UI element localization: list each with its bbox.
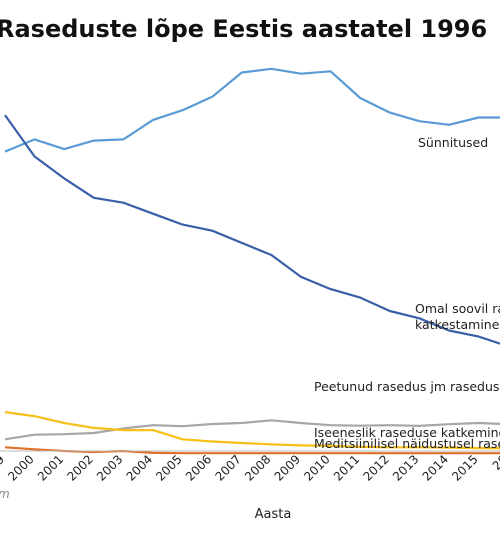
series-line-2: [4, 419, 500, 441]
x-tick-label: 2005: [153, 452, 184, 483]
series-label-3-0: Iseeneslik raseduse katkemine: [314, 425, 500, 440]
x-tick-label: 2011: [331, 452, 362, 483]
series-line-4: [4, 446, 500, 455]
series-label-2-0: Peetunud rasedus jm raseduse ka: [314, 379, 500, 394]
series-label-1-0: Omal soovil ra: [415, 301, 500, 316]
x-tick-label: 2014: [420, 452, 451, 483]
x-tick-label: 2015: [449, 452, 480, 483]
x-axis-ticks: 9200020012002200320042005200620072008200…: [0, 452, 500, 483]
x-tick-label: 2002: [64, 452, 95, 483]
series-label-4-0: Meditsiinilisel näidustusel raseduse: [314, 436, 500, 451]
x-tick-label: 2013: [390, 452, 421, 483]
series-line-0: [4, 67, 500, 153]
x-tick-label: 2009: [272, 452, 303, 483]
x-tick-label: 2000: [5, 452, 36, 483]
series-label-1-1: katkestamine: [415, 317, 500, 332]
x-tick-label: 20: [490, 452, 500, 473]
series-label-0-0: Sünnitused: [418, 135, 488, 150]
x-tick-label: 2012: [360, 452, 391, 483]
x-tick-label: 9: [0, 452, 7, 467]
x-axis-label: Aasta: [255, 507, 292, 522]
series-line-1: [4, 114, 500, 345]
x-tick-label: 2006: [183, 452, 214, 483]
x-tick-label: 2003: [94, 452, 125, 483]
series-line-3: [4, 411, 500, 450]
source-note: m: [0, 487, 10, 501]
x-tick-label: 2004: [124, 452, 155, 483]
x-tick-label: 2007: [212, 452, 243, 483]
x-tick-label: 2001: [35, 452, 66, 483]
chart-title: Raseduste lõpe Eestis aastatel 1996: [0, 15, 487, 43]
x-tick-label: 2008: [242, 452, 273, 483]
x-tick-label: 2010: [301, 452, 332, 483]
